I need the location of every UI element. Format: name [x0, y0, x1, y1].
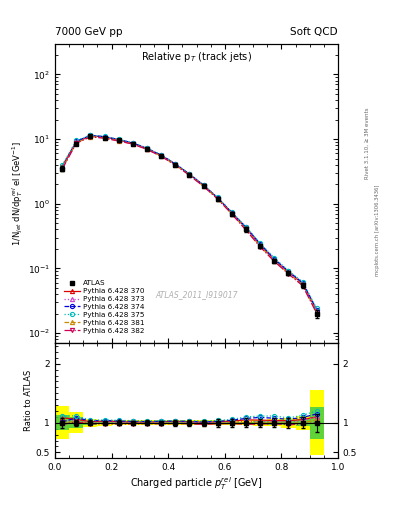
Text: Rivet 3.1.10, ≥ 3M events: Rivet 3.1.10, ≥ 3M events: [365, 108, 370, 179]
Text: mcplots.cern.ch [arXiv:1306.3436]: mcplots.cern.ch [arXiv:1306.3436]: [375, 185, 380, 276]
Text: Soft QCD: Soft QCD: [290, 27, 338, 37]
Legend: ATLAS, Pythia 6.428 370, Pythia 6.428 373, Pythia 6.428 374, Pythia 6.428 375, P: ATLAS, Pythia 6.428 370, Pythia 6.428 37…: [61, 278, 147, 336]
Y-axis label: Ratio to ATLAS: Ratio to ATLAS: [24, 370, 33, 431]
Text: Relative p$_T$ (track jets): Relative p$_T$ (track jets): [141, 50, 252, 63]
Text: 7000 GeV pp: 7000 GeV pp: [55, 27, 123, 37]
Y-axis label: 1/N$_{jet}$ dN/dp$_T^{rel}$ el [GeV$^{-1}$]: 1/N$_{jet}$ dN/dp$_T^{rel}$ el [GeV$^{-1…: [11, 141, 25, 246]
X-axis label: Charged particle $p_T^{rel}$ [GeV]: Charged particle $p_T^{rel}$ [GeV]: [130, 475, 263, 492]
Text: ATLAS_2011_I919017: ATLAS_2011_I919017: [155, 291, 238, 300]
